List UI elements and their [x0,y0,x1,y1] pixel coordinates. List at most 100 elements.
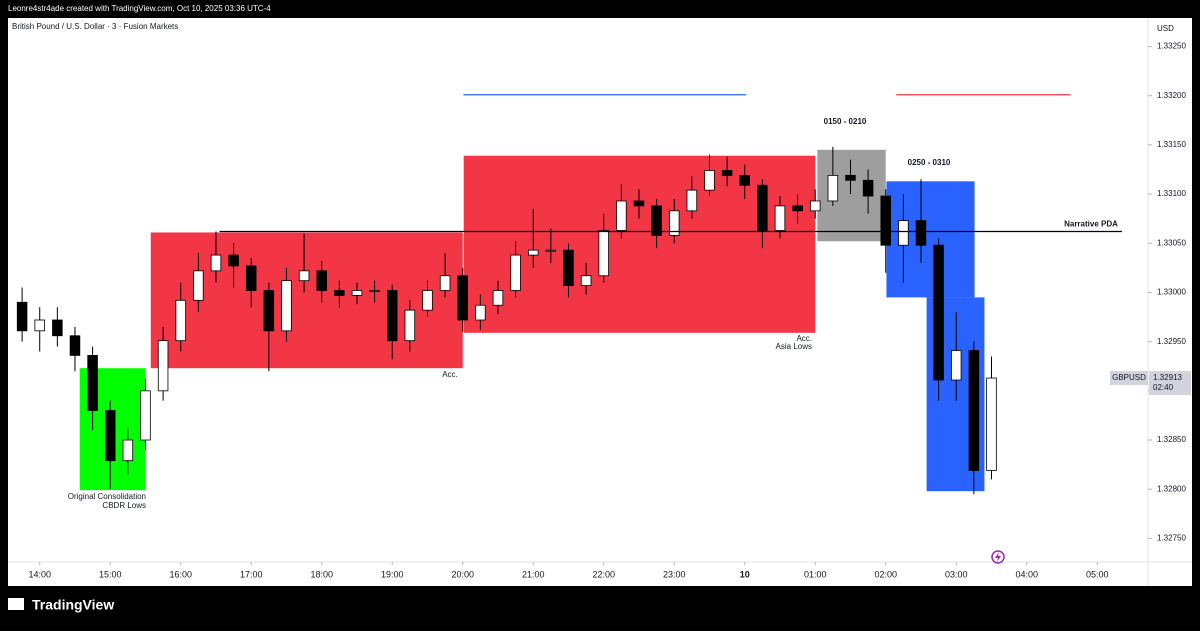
candle-body [351,290,363,296]
last-price-tag [1149,371,1191,396]
candle-body [598,230,609,277]
candle-body [845,174,856,181]
x-tick-label: 23:00 [663,569,686,579]
x-tick-label: 22:00 [592,569,615,579]
candle-body [563,249,574,286]
candle-body [739,174,750,186]
x-tick-label: 21:00 [522,569,545,579]
candle-body [422,290,433,311]
candle-body [404,309,416,342]
y-tick-label: 1.33100 [1157,189,1186,198]
x-tick-label: 20:00 [451,569,474,579]
x-tick-label: 05:00 [1086,569,1109,579]
x-tick-label: 19:00 [381,569,404,579]
symbol-title: British Pound / U.S. Dollar · 3 · Fusion… [12,22,178,31]
candle-body [369,290,380,292]
candle-body [104,410,116,462]
symbol-tag [1110,371,1148,386]
candle-body [475,304,486,321]
candle-body [140,390,151,441]
annotation: 0250 - 0310 [908,158,951,167]
candle-body [686,189,698,212]
candle-body [915,220,927,246]
zone [463,155,816,333]
annotation: CBDR Lows [102,501,146,510]
candle-body [439,275,451,291]
candle-body [898,220,909,246]
candle-body [193,270,204,301]
annotation: Acc. [796,334,812,343]
candle-body [862,179,874,197]
candle-body [668,210,680,236]
zone [817,149,886,242]
candle-body [263,290,275,332]
y-tick-label: 1.33250 [1157,42,1186,51]
y-tick-label: 1.33150 [1157,140,1186,149]
candle-body [774,205,786,231]
symbol-tag-label: GBPUSD [1112,373,1146,382]
candle-body [228,254,239,267]
candle-body [651,205,662,236]
y-tick-label: 1.32800 [1157,484,1186,493]
candle-body [52,319,63,337]
x-tick-label: 18:00 [310,569,333,579]
candle-body [210,254,222,272]
x-tick-label: 10 [740,569,750,579]
candle-body [69,335,81,356]
alert-icon[interactable] [991,550,1005,564]
candle-body [281,280,292,332]
alert-bolt [995,552,1001,562]
candle-body [968,350,980,471]
candle-body [316,270,327,291]
credit: Leonre4str4ade created with TradingView.… [8,4,271,13]
candle-body [122,439,134,462]
y-tick-label: 1.33200 [1157,91,1186,100]
annotation: Original Consolidation [68,492,146,501]
x-tick-label: 01:00 [804,569,827,579]
candle-body [792,205,803,212]
candle-body [721,170,733,176]
candle-body [633,200,645,207]
candle-body [704,170,715,191]
candle-body [809,200,821,212]
x-tick-label: 14:00 [28,569,51,579]
annotation: 0150 - 0210 [824,117,867,126]
zones [79,149,985,492]
candle-body [510,254,521,291]
x-tick-label: 03:00 [945,569,968,579]
candle-body [616,200,627,231]
y-tick-label: 1.33000 [1157,288,1186,297]
x-tick-label: 04:00 [1015,569,1038,579]
candle-body [757,184,768,231]
level-label: Narrative PDA [1064,220,1118,229]
candle-body [527,249,539,256]
x-tick-label: 02:00 [874,569,897,579]
annotation: Acc. [442,370,458,379]
logo-mark [8,598,24,610]
candle-body [827,174,839,202]
countdown-label: 02:40 [1153,383,1174,392]
x-tick-label: 15:00 [99,569,122,579]
y-tick-label: 1.33050 [1157,238,1186,247]
candle-body [457,275,468,321]
x-tick-label: 17:00 [240,569,263,579]
candle-body [950,350,962,381]
currency: USD [1157,24,1174,33]
candle-body [298,270,310,282]
candle-body [580,275,592,286]
candles [16,146,997,495]
candle-body [245,265,257,291]
candle-body [986,377,997,471]
last-price-label: 1.32913 [1153,373,1182,382]
candle-body [157,340,169,392]
candle-body [492,290,504,306]
candle-body [34,319,45,332]
candle-body [933,244,944,381]
candle-body [334,290,345,296]
candle-body [16,301,28,332]
candle-body [87,355,98,411]
y-tick-label: 1.32750 [1157,534,1186,543]
x-tick-label: 16:00 [169,569,192,579]
y-tick-label: 1.32950 [1157,337,1186,346]
